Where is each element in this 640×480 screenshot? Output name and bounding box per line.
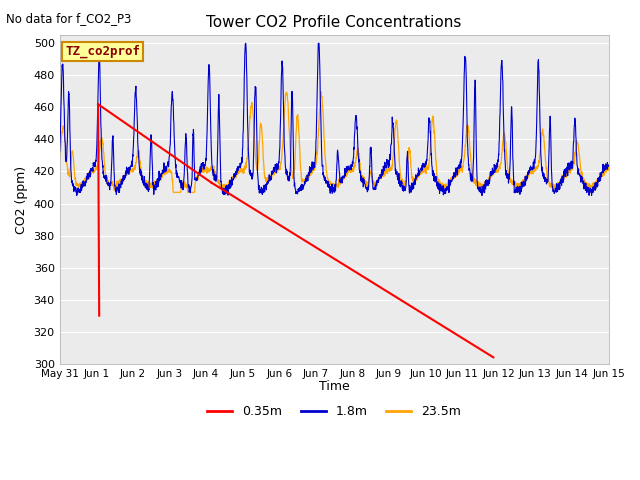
Text: TZ_co2prof: TZ_co2prof	[65, 45, 140, 58]
Legend: 0.35m, 1.8m, 23.5m: 0.35m, 1.8m, 23.5m	[202, 400, 467, 423]
Text: No data for f_CO2_P3: No data for f_CO2_P3	[6, 12, 132, 25]
Title: Tower CO2 Profile Concentrations: Tower CO2 Profile Concentrations	[207, 15, 462, 30]
X-axis label: Time: Time	[319, 380, 349, 393]
Y-axis label: CO2 (ppm): CO2 (ppm)	[15, 166, 28, 234]
